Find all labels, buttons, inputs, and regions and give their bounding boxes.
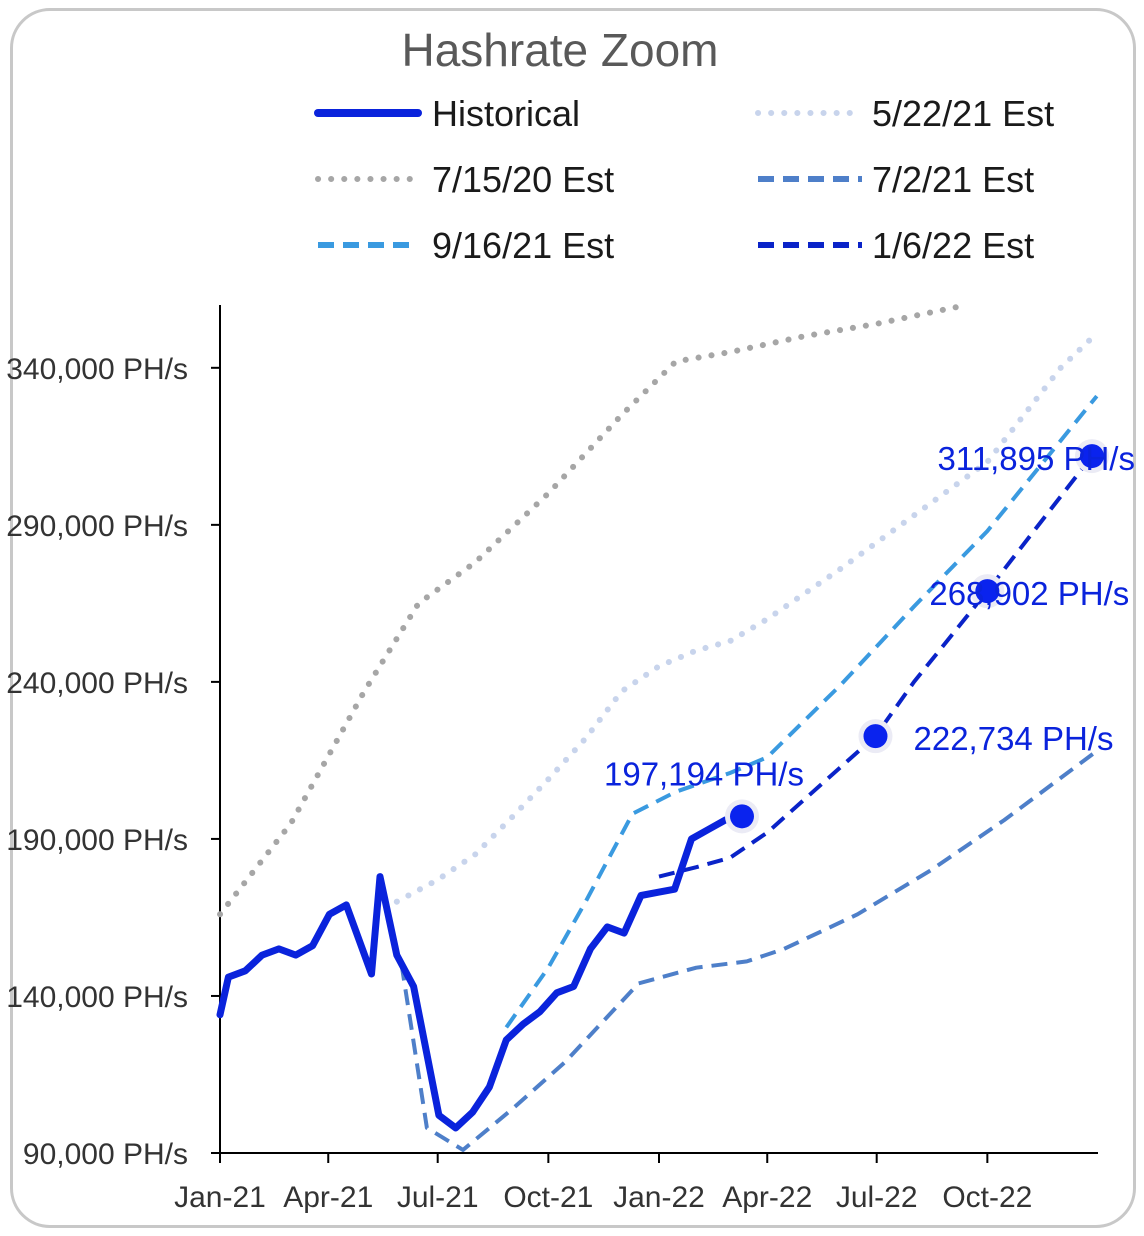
- legend: Historical 5/22/21 Est 7/15/20 Est 7/2/21 E…: [314, 93, 1054, 266]
- x-tick-label: Oct-22: [942, 1181, 1032, 1214]
- legend-label-historical: Historical: [432, 93, 580, 134]
- data-label: 311,895 PH/s: [937, 440, 1135, 477]
- x-tick-label: Jan-22: [613, 1181, 705, 1214]
- x-tick-label: Jan-21: [174, 1181, 266, 1214]
- y-tick-label: 90,000 PH/s: [23, 1138, 188, 1171]
- series-line-7-15-20-est: [217, 302, 972, 918]
- y-tick-label: 340,000 PH/s: [6, 353, 188, 386]
- series-line-5-22-21-est: [393, 330, 1100, 905]
- axes: 90,000 PH/s 140,000 PH/s 190,000 PH/s 240,0…: [6, 305, 1098, 1214]
- legend-label-5-22-21-est: 5/22/21 Est: [872, 93, 1054, 134]
- data-point-marker: [729, 804, 754, 829]
- data-point-marker: [975, 579, 1000, 604]
- data-label: 268,902 PH/s: [929, 575, 1129, 612]
- y-tick-label: 190,000 PH/s: [6, 824, 188, 857]
- series-line-historical: [216, 812, 746, 1132]
- legend-label-9-16-21-est: 9/16/21 Est: [432, 225, 614, 266]
- series-line-9-16-21-est: [504, 394, 1099, 1029]
- data-label: 222,734 PH/s: [913, 720, 1113, 757]
- x-tick-label: Apr-22: [722, 1181, 812, 1214]
- legend-label-7-2-21-est: 7/2/21 Est: [872, 159, 1034, 200]
- series-line-1-6-22-est: [658, 449, 1099, 879]
- data-point-marker: [1079, 444, 1104, 469]
- series-line-7-2-21-est: [399, 749, 1098, 1152]
- x-tick-label: Jul-22: [836, 1181, 918, 1214]
- chart-frame: [10, 8, 1136, 1228]
- data-point-marker: [863, 724, 888, 749]
- legend-label-1-6-22-est: 1/6/22 Est: [872, 225, 1034, 266]
- markers-group: 197,194 PH/s 222,734 PH/s 268,902 PH/s 311,…: [604, 439, 1135, 834]
- legend-label-7-15-20-est: 7/15/20 Est: [432, 159, 614, 200]
- data-label: 197,194 PH/s: [604, 755, 804, 792]
- chart-title: Hashrate Zoom: [401, 24, 718, 76]
- y-tick-label: 240,000 PH/s: [6, 667, 188, 700]
- x-tick-label: Oct-21: [503, 1181, 593, 1214]
- x-tick-label: Apr-21: [283, 1181, 373, 1214]
- y-tick-label: 140,000 PH/s: [6, 981, 188, 1014]
- x-tick-label: Jul-21: [397, 1181, 479, 1214]
- y-tick-label: 290,000 PH/s: [6, 510, 188, 543]
